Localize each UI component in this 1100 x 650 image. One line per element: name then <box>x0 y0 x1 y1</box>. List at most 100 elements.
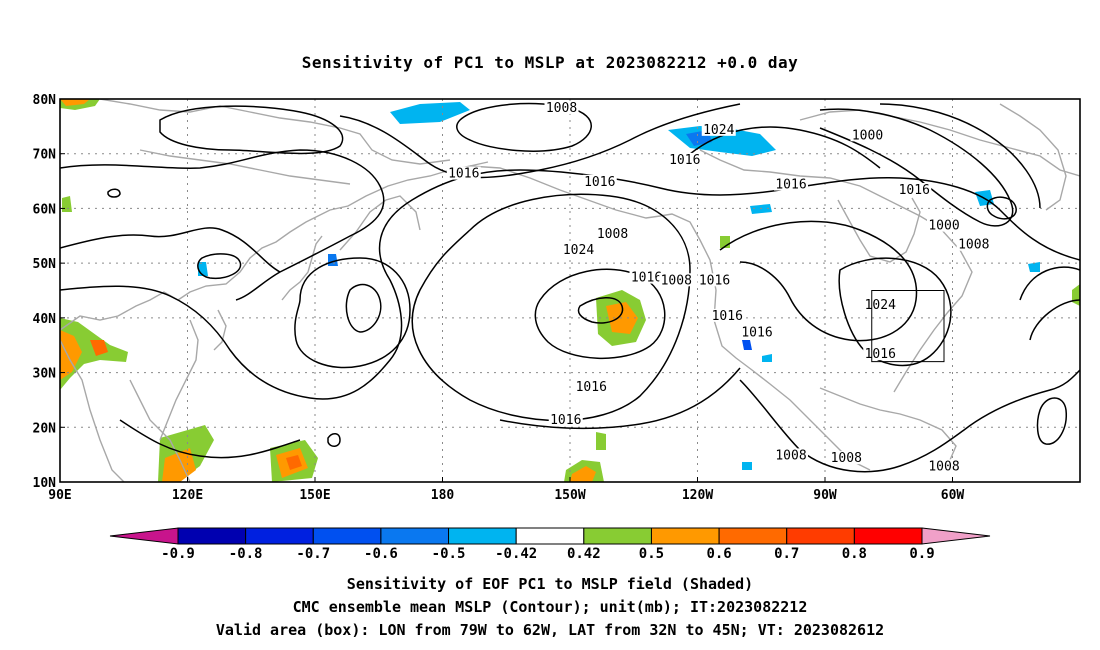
isobar-label: 1016 <box>669 153 700 168</box>
caption-line-3: Valid area (box): LON from 79W to 62W, L… <box>216 621 884 639</box>
isobar-label-bg <box>956 237 991 251</box>
caption-line-2: CMC ensemble mean MSLP (Contour); unit(m… <box>293 598 808 616</box>
shade-positive <box>60 99 90 106</box>
sensitivity-shading <box>60 99 1080 482</box>
isobar-label-bg <box>582 174 617 188</box>
colorbar-label: 0.9 <box>909 546 934 562</box>
isobar-label-bg <box>774 177 808 191</box>
colorbar-swatch <box>718 527 788 545</box>
isobar <box>1029 299 1080 341</box>
isobar <box>294 257 411 369</box>
isobar-label: 1016 <box>712 309 743 324</box>
coastlines <box>60 99 1080 482</box>
lon-tick-label: 150E <box>299 488 330 503</box>
shade-negative <box>762 354 772 362</box>
isobar-label-bg <box>574 379 609 393</box>
isobar-label: 1016 <box>448 167 479 182</box>
lat-tick-label: 50N <box>33 257 57 272</box>
colorbar-low-arrow <box>109 527 179 545</box>
isobar-label-bg <box>850 128 885 142</box>
shade-negative <box>1028 262 1040 272</box>
coastline-japan <box>281 235 323 301</box>
isobar-label: 1008 <box>958 238 989 253</box>
shade-positive <box>570 466 596 482</box>
shade-negative <box>750 204 772 214</box>
lat-tick-label: 30N <box>33 367 57 382</box>
isobar-label-bg <box>548 412 583 426</box>
isobar <box>739 369 1080 473</box>
isobar <box>879 103 1041 209</box>
isobar <box>345 283 382 333</box>
isobar-label-bg <box>829 451 864 465</box>
colorbar-swatch <box>650 527 720 545</box>
lat-tick-label: 40N <box>33 312 57 327</box>
lat-tick-label: 60N <box>33 202 57 217</box>
isobar <box>534 268 666 360</box>
isobar <box>197 253 242 280</box>
colorbar-label: 0.6 <box>706 546 731 562</box>
isobar-label-bg <box>446 166 481 180</box>
isobar <box>499 367 741 430</box>
coastline-kamchatka <box>339 195 421 251</box>
isobar-label: 1008 <box>928 459 959 474</box>
isobar-label: 1008 <box>546 101 577 116</box>
shade-positive <box>60 330 82 380</box>
isobar <box>60 169 1080 400</box>
colorbar-swatch <box>583 527 652 545</box>
isobar-label: 1016 <box>550 413 581 428</box>
lon-tick-label: 90E <box>48 488 71 503</box>
colorbar-label: -0.6 <box>364 546 398 562</box>
colorbar-label: -0.42 <box>495 546 537 562</box>
isobar-label: 1000 <box>852 128 883 143</box>
isobar-label-bg <box>927 459 961 473</box>
isobar-label: 1008 <box>831 451 862 466</box>
figure-title: Sensitivity of PC1 to MSLP at 2023082212… <box>302 53 799 72</box>
lon-tick-label: 180 <box>431 488 455 503</box>
lon-tick-label: 90W <box>813 488 837 503</box>
valid-area-box <box>871 290 945 363</box>
colorbar-label: -0.9 <box>161 546 195 562</box>
isobar <box>107 188 121 198</box>
colorbar-label: 0.7 <box>774 546 799 562</box>
colorbar-label: 0.5 <box>639 546 664 562</box>
isobar-label: 1016 <box>741 325 772 340</box>
coastline-asia <box>99 99 451 165</box>
latitude-axis: 80N 70N 60N 50N 40N 30N 20N 10N <box>33 93 65 491</box>
isobar-label: 1016 <box>584 175 615 190</box>
colorbar-label: -0.5 <box>432 546 466 562</box>
coastline-alaska <box>469 165 871 471</box>
coastline-arctic <box>799 109 1080 177</box>
colorbar-label: -0.8 <box>229 546 263 562</box>
shade-negative <box>390 102 470 124</box>
colorbar-high-arrow <box>921 527 991 545</box>
shade-positive <box>596 432 606 450</box>
isobar-label: 1016 <box>899 183 930 198</box>
isobar <box>327 433 341 447</box>
colorbar-label: -0.7 <box>296 546 330 562</box>
caption-line-1: Sensitivity of EOF PC1 to MSLP field (Sh… <box>347 575 753 593</box>
lon-tick-label: 120W <box>682 488 713 503</box>
coastline-india <box>60 339 125 482</box>
lon-tick-label: 60W <box>941 488 965 503</box>
lat-tick-label: 10N <box>33 476 57 491</box>
coastline-greenland <box>999 103 1067 211</box>
isobar-label-bg <box>629 270 664 284</box>
coastline-china <box>159 319 199 441</box>
isobar <box>986 196 1017 220</box>
colorbar-swatch <box>245 527 314 545</box>
longitude-axis: 90E 120E 150E 180 150W 120W 90W 60W <box>48 477 964 503</box>
colorbar-label: 0.8 <box>842 546 867 562</box>
isobar-label: 1024 <box>703 123 734 138</box>
colorbar-swatch <box>853 527 923 545</box>
isobar <box>577 297 624 324</box>
isobar <box>1036 397 1067 445</box>
shade-negative <box>742 462 752 470</box>
isobar-label-bg <box>897 183 932 197</box>
isobar-label-bg <box>774 448 808 462</box>
isobar-label-bg <box>701 122 736 136</box>
lat-tick-label: 20N <box>33 421 57 436</box>
isobar-label: 1016 <box>775 178 806 193</box>
